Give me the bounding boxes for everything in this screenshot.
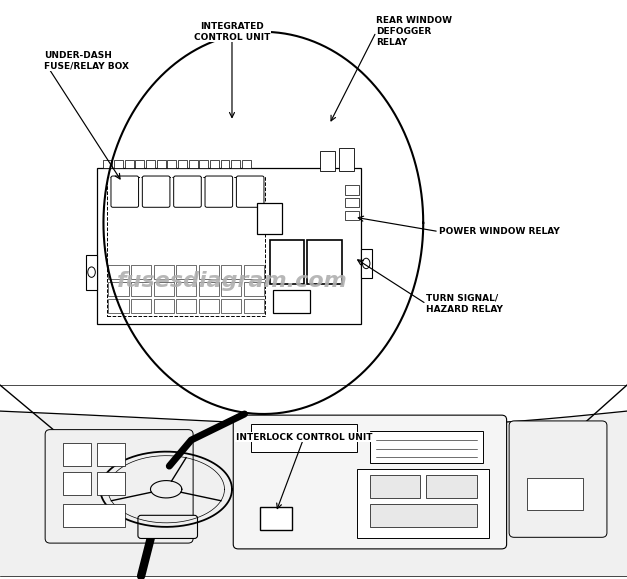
Bar bbox=[221, 299, 241, 313]
Bar bbox=[97, 443, 125, 466]
Bar bbox=[97, 168, 361, 324]
FancyBboxPatch shape bbox=[142, 176, 170, 207]
Bar bbox=[320, 151, 335, 171]
FancyBboxPatch shape bbox=[233, 415, 507, 549]
FancyBboxPatch shape bbox=[509, 421, 607, 537]
Bar bbox=[244, 265, 264, 279]
Text: INTERLOCK CONTROL UNIT: INTERLOCK CONTROL UNIT bbox=[236, 433, 372, 442]
Bar bbox=[146, 160, 155, 168]
Bar bbox=[108, 299, 129, 313]
Bar bbox=[176, 282, 196, 296]
Text: fusesdiagram.com: fusesdiagram.com bbox=[117, 271, 347, 291]
Bar bbox=[63, 504, 125, 527]
Bar bbox=[131, 299, 151, 313]
Text: REAR WINDOW
DEFOGGER
RELAY: REAR WINDOW DEFOGGER RELAY bbox=[376, 16, 452, 47]
Bar bbox=[154, 299, 174, 313]
Bar bbox=[257, 203, 282, 234]
Text: TURN SIGNAL/
HAZARD RELAY: TURN SIGNAL/ HAZARD RELAY bbox=[426, 294, 503, 314]
FancyBboxPatch shape bbox=[111, 176, 139, 207]
Bar bbox=[131, 265, 151, 279]
Bar bbox=[210, 160, 219, 168]
Bar bbox=[199, 265, 219, 279]
Bar bbox=[231, 160, 240, 168]
FancyBboxPatch shape bbox=[236, 176, 264, 207]
Bar bbox=[108, 265, 129, 279]
Text: POWER WINDOW RELAY: POWER WINDOW RELAY bbox=[439, 227, 560, 236]
Bar bbox=[426, 475, 477, 498]
Bar bbox=[63, 472, 91, 495]
Bar bbox=[86, 255, 97, 290]
FancyBboxPatch shape bbox=[138, 515, 198, 538]
Bar bbox=[307, 240, 342, 284]
Bar bbox=[199, 160, 208, 168]
FancyBboxPatch shape bbox=[45, 430, 193, 543]
Text: UNDER-DASH
FUSE/RELAY BOX: UNDER-DASH FUSE/RELAY BOX bbox=[44, 51, 129, 71]
Text: INTEGRATED
CONTROL UNIT: INTEGRATED CONTROL UNIT bbox=[194, 22, 270, 42]
Bar bbox=[345, 198, 359, 207]
Bar bbox=[176, 299, 196, 313]
Bar bbox=[107, 177, 265, 316]
Bar bbox=[357, 469, 489, 538]
Bar bbox=[154, 282, 174, 296]
Bar bbox=[189, 160, 198, 168]
Bar bbox=[0, 382, 627, 579]
Polygon shape bbox=[103, 32, 423, 414]
Bar bbox=[176, 265, 196, 279]
Bar bbox=[345, 211, 359, 220]
Bar bbox=[178, 160, 187, 168]
Bar bbox=[103, 160, 112, 168]
Bar bbox=[273, 290, 310, 313]
Bar bbox=[370, 504, 477, 527]
Bar bbox=[527, 478, 583, 510]
FancyBboxPatch shape bbox=[174, 176, 201, 207]
FancyBboxPatch shape bbox=[205, 176, 233, 207]
Ellipse shape bbox=[362, 258, 370, 269]
Bar bbox=[370, 475, 420, 498]
Bar bbox=[114, 160, 123, 168]
Bar bbox=[244, 299, 264, 313]
Bar bbox=[339, 148, 354, 171]
Ellipse shape bbox=[88, 267, 95, 277]
Bar bbox=[270, 240, 304, 284]
Bar bbox=[63, 443, 91, 466]
Bar bbox=[221, 282, 241, 296]
Bar bbox=[131, 282, 151, 296]
Bar bbox=[135, 160, 144, 168]
Bar bbox=[370, 431, 483, 463]
Bar bbox=[108, 282, 129, 296]
Bar bbox=[221, 160, 229, 168]
Bar bbox=[199, 282, 219, 296]
Bar bbox=[260, 507, 292, 530]
Bar bbox=[167, 160, 176, 168]
Bar bbox=[154, 265, 174, 279]
Bar bbox=[157, 160, 166, 168]
Bar bbox=[97, 472, 125, 495]
Bar bbox=[244, 282, 264, 296]
Bar bbox=[242, 160, 251, 168]
Bar bbox=[199, 299, 219, 313]
Bar bbox=[361, 249, 372, 278]
Bar bbox=[125, 160, 134, 168]
Bar bbox=[345, 185, 359, 195]
Bar bbox=[251, 424, 357, 452]
Bar bbox=[221, 265, 241, 279]
